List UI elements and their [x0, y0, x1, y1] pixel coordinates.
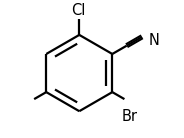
- Text: N: N: [148, 33, 160, 48]
- Text: Br: Br: [122, 109, 138, 124]
- Text: Cl: Cl: [71, 3, 86, 18]
